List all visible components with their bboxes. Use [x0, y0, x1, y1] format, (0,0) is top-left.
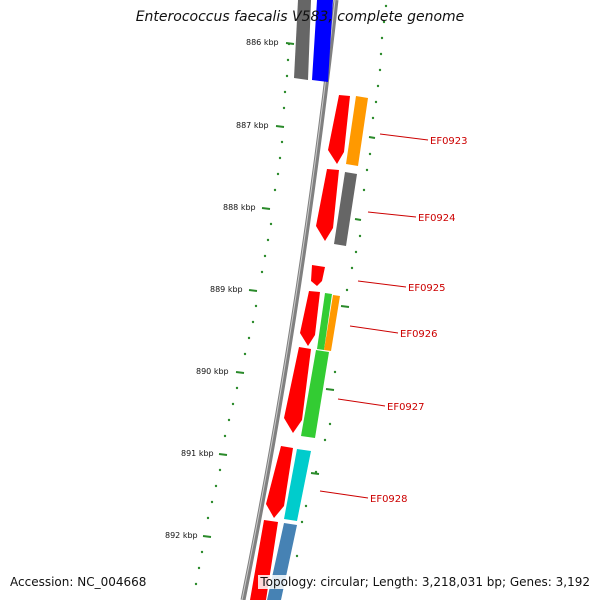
gene-label: EF0926	[400, 329, 438, 340]
gene-feature	[266, 446, 293, 518]
tick-label: 887 kbp	[236, 121, 269, 130]
gene-label: EF0925	[408, 283, 446, 294]
map-title: Enterococcus faecalis V583, complete gen…	[135, 9, 465, 25]
label-leaders	[319, 133, 429, 499]
tick-label: 891 kbp	[181, 449, 214, 458]
gene-feature	[328, 95, 350, 164]
gene-feature	[301, 350, 329, 438]
right-major-ticks	[310, 136, 376, 475]
genome-summary-text: Topology: circular; Length: 3,218,031 bp…	[258, 575, 592, 589]
gene-feature	[316, 169, 339, 241]
right-dotted-ring	[295, 4, 388, 558]
cog-track-outer	[267, 96, 368, 600]
gene-feature	[346, 96, 368, 166]
tick-label: 892 kbp	[165, 531, 198, 540]
tick-label: 890 kbp	[196, 367, 229, 376]
left-major-ticks	[202, 42, 295, 538]
gene-feature	[312, 0, 333, 82]
genome-backbone	[240, 0, 339, 600]
accession-text: Accession: NC_004668	[8, 575, 149, 589]
left-dotted-ring	[194, 42, 291, 586]
tick-label: 889 kbp	[210, 285, 243, 294]
gene-label: EF0927	[387, 402, 425, 413]
gene-feature	[311, 265, 325, 286]
strand-arrows	[250, 95, 350, 600]
gene-labels: EF0923 EF0924 EF0925 EF0926 EF0927 EF092…	[370, 136, 468, 505]
gene-feature	[300, 291, 320, 346]
gene-label: EF0928	[370, 494, 408, 505]
gene-feature	[334, 172, 357, 246]
genome-backbone-highlight	[241, 0, 336, 600]
gene-feature	[284, 347, 311, 433]
gene-feature	[317, 293, 332, 350]
gene-label: EF0924	[418, 213, 456, 224]
tick-label: 886 kbp	[246, 38, 279, 47]
gene-label: EF0923	[430, 136, 468, 147]
gene-feature	[294, 0, 311, 80]
gene-feature	[324, 295, 340, 351]
gene-feature	[250, 520, 278, 600]
gene-feature	[284, 449, 311, 521]
tick-label: 888 kbp	[223, 203, 256, 212]
cog-track-inner	[294, 0, 333, 82]
tick-labels: 886 kbp 887 kbp 888 kbp 889 kbp 890 kbp …	[165, 38, 279, 540]
